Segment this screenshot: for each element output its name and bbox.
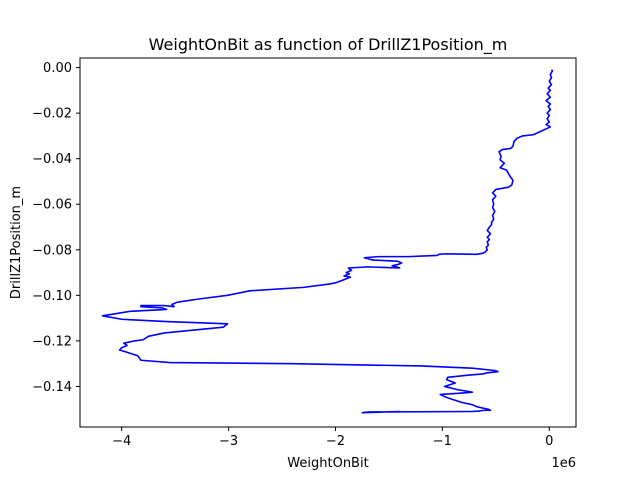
x-axis-label: WeightOnBit [287, 456, 368, 471]
x-tick-label: −2 [326, 434, 345, 449]
y-axis-label: DrillZ1Position_m [9, 186, 24, 299]
x-tick-label: −3 [219, 434, 238, 449]
plot-area [101, 69, 554, 414]
y-tick-label: −0.10 [32, 289, 72, 304]
x-axis-ticks: −4 −3 −2 −1 0 [112, 427, 553, 449]
y-tick-label: −0.08 [32, 243, 72, 258]
x-axis-offset-label: 1e6 [551, 456, 576, 471]
y-tick-label: −0.14 [32, 380, 72, 395]
chart-title: WeightOnBit as function of DrillZ1Positi… [149, 35, 508, 55]
y-axis-ticks: 0.00 −0.02 −0.04 −0.06 −0.08 −0.10 −0.12 −0.14 [32, 61, 80, 395]
x-tick-label: −4 [112, 434, 131, 449]
axes-frame [79, 57, 577, 428]
y-tick-label: −0.02 [32, 107, 72, 122]
x-tick-label: 0 [545, 434, 553, 449]
series-line [101, 69, 554, 414]
y-tick-label: −0.06 [32, 198, 72, 213]
y-tick-label: −0.12 [32, 334, 72, 349]
x-tick-label: −1 [433, 434, 452, 449]
y-tick-label: 0.00 [43, 61, 72, 76]
y-tick-label: −0.04 [32, 152, 72, 167]
